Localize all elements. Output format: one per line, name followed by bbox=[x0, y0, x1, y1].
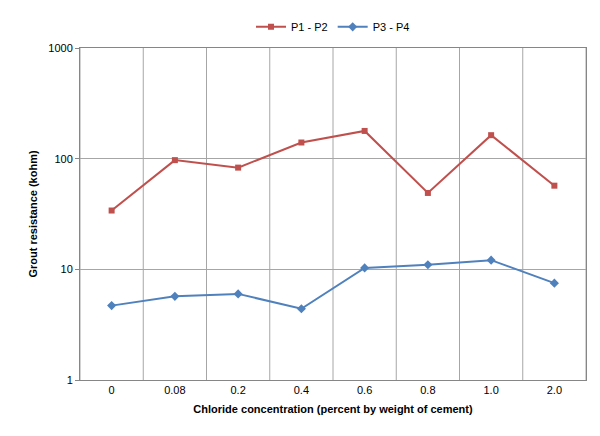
svg-text:P3 - P4: P3 - P4 bbox=[373, 21, 410, 33]
svg-text:0: 0 bbox=[109, 384, 115, 396]
svg-text:2.0: 2.0 bbox=[547, 384, 562, 396]
svg-text:0.2: 0.2 bbox=[230, 384, 245, 396]
svg-text:10: 10 bbox=[61, 263, 73, 275]
svg-text:100: 100 bbox=[54, 153, 72, 165]
svg-text:0.6: 0.6 bbox=[357, 384, 372, 396]
svg-text:Grout resistance (kohm): Grout resistance (kohm) bbox=[27, 150, 39, 277]
svg-text:1000: 1000 bbox=[48, 42, 72, 54]
svg-text:0.4: 0.4 bbox=[294, 384, 309, 396]
svg-text:1: 1 bbox=[67, 374, 73, 386]
svg-text:0.8: 0.8 bbox=[420, 384, 435, 396]
svg-text:1.0: 1.0 bbox=[483, 384, 498, 396]
svg-text:P1 - P2: P1 - P2 bbox=[291, 21, 328, 33]
svg-text:Chloride concentration (percen: Chloride concentration (percent by weigh… bbox=[193, 403, 473, 415]
svg-text:0.08: 0.08 bbox=[164, 384, 185, 396]
